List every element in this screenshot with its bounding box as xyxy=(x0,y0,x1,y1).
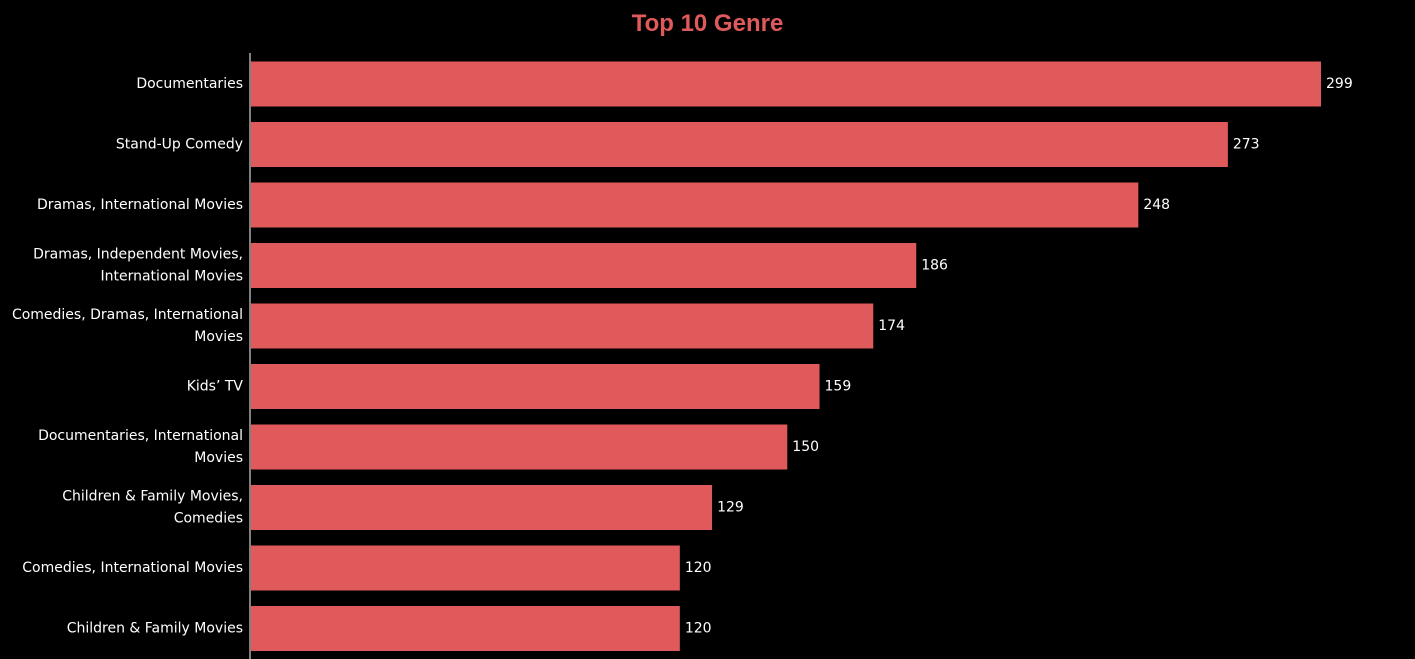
bar xyxy=(251,545,680,591)
bar-value-label: 299 xyxy=(1326,76,1353,92)
bars-group xyxy=(251,61,1321,651)
category-label: Kids’ TV xyxy=(187,379,244,395)
bar xyxy=(251,364,820,409)
category-label-line: Stand-Up Comedy xyxy=(116,137,243,153)
category-label-line: Children & Family Movies xyxy=(67,621,243,637)
bar-value-label: 120 xyxy=(685,621,712,637)
bar xyxy=(251,424,788,470)
category-label: Dramas, International Movies xyxy=(37,197,243,213)
value-labels-group: 299 273 248 186 174 159 150 129 120 120 xyxy=(685,76,1353,637)
category-labels-group: Documentaries Stand-Up Comedy Dramas, Inte… xyxy=(12,76,243,637)
bar xyxy=(251,122,1228,167)
bar xyxy=(251,303,874,349)
bar xyxy=(251,182,1139,228)
category-label: Documentaries xyxy=(136,76,243,92)
bar-value-label: 150 xyxy=(792,439,819,455)
bar xyxy=(251,243,917,288)
bar xyxy=(251,606,680,651)
bar-value-label: 120 xyxy=(685,560,712,576)
category-label-line: Comedies, Dramas, International xyxy=(12,307,243,323)
category-label-line: Movies xyxy=(194,329,243,345)
category-label-line: Dramas, International Movies xyxy=(37,197,243,213)
category-label-line: Movies xyxy=(194,450,243,466)
category-label-line: Comedies xyxy=(174,511,243,527)
bar-value-label: 174 xyxy=(878,318,905,334)
category-label: Comedies, Dramas, International Movies xyxy=(12,307,243,345)
category-label-line: Kids’ TV xyxy=(187,379,244,395)
bar-value-label: 159 xyxy=(825,379,852,395)
category-label: Documentaries, International Movies xyxy=(38,428,243,466)
bar-value-label: 273 xyxy=(1233,137,1260,153)
bar-value-label: 129 xyxy=(717,500,744,516)
bar-value-label: 186 xyxy=(921,258,948,274)
category-label-line: Dramas, Independent Movies, xyxy=(33,247,243,263)
category-label: Dramas, Independent Movies, International… xyxy=(33,247,243,285)
bar-value-label: 248 xyxy=(1143,197,1170,213)
category-label-line: International Movies xyxy=(100,269,243,285)
chart-title: Top 10 Genre xyxy=(631,10,784,37)
category-label: Comedies, International Movies xyxy=(22,560,243,576)
bar xyxy=(251,485,713,530)
category-label-line: Comedies, International Movies xyxy=(22,560,243,576)
bar xyxy=(251,61,1321,107)
category-label: Children & Family Movies xyxy=(67,621,243,637)
category-label: Children & Family Movies, Comedies xyxy=(62,489,243,527)
category-label-line: Children & Family Movies, xyxy=(62,489,243,505)
category-label: Stand-Up Comedy xyxy=(116,137,243,153)
category-label-line: Documentaries, International xyxy=(38,428,243,444)
category-label-line: Documentaries xyxy=(136,76,243,92)
